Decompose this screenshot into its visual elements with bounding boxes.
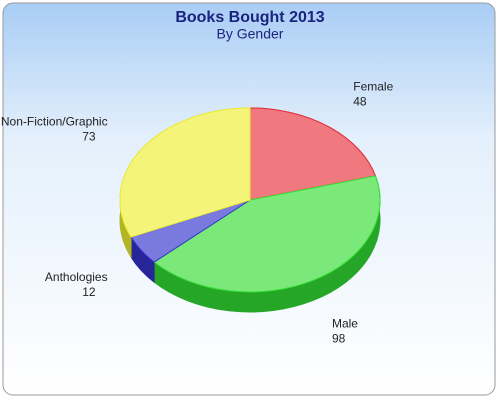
slice-label: Female xyxy=(353,79,393,93)
chart-title: Books Bought 2013 xyxy=(175,9,324,26)
slice-value: 73 xyxy=(82,130,96,144)
pie-slice xyxy=(249,107,377,201)
pie-slice xyxy=(119,107,251,238)
slice-value: 12 xyxy=(82,285,96,299)
chart-subtitle: By Gender xyxy=(217,26,284,42)
slice-value: 48 xyxy=(353,94,367,108)
slice-label: Anthologies xyxy=(45,270,108,284)
slice-label: Male xyxy=(332,317,358,331)
slice-label: Non-Fiction/Graphic xyxy=(1,115,108,129)
slice-value: 98 xyxy=(332,332,346,346)
pie-slice xyxy=(153,175,381,293)
